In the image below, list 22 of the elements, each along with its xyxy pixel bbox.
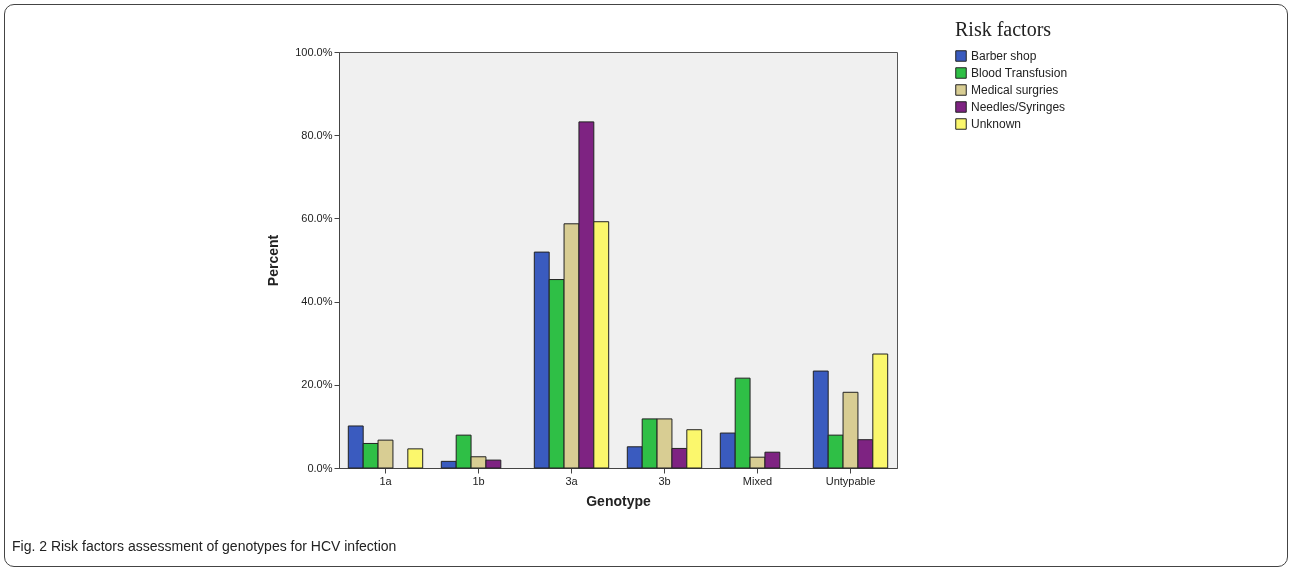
y-axis-title: Percent [265, 234, 282, 287]
legend-title: Risk factors [955, 18, 1052, 40]
caption: Fig. 2 Risk factors assessment of genotypes for HCV infection [12, 538, 397, 554]
x-tick-label: 3a [565, 474, 579, 487]
legend-label: Unknown [971, 117, 1022, 131]
bar [407, 448, 424, 469]
legend-label: Medical surgries [971, 83, 1059, 97]
y-tick-label: 60.0% [301, 211, 333, 224]
y-tick-label: 100.0% [295, 45, 333, 58]
legend-label: Barber shop [971, 49, 1037, 63]
y-tick-label: 80.0% [301, 128, 333, 141]
x-tick-label: 1b [472, 474, 485, 487]
x-tick-label: Mixed [742, 474, 773, 487]
x-tick-label: 1a [379, 474, 393, 487]
y-tick-label: 0.0% [307, 461, 333, 474]
y-tick-label: 20.0% [301, 378, 333, 391]
y-tick-label: 40.0% [301, 295, 333, 308]
legend-label: Needles/Syringes [971, 100, 1066, 114]
x-axis-title: Genotype [586, 492, 651, 509]
x-tick-label: Untypable [825, 474, 876, 487]
x-tick-label: 3b [658, 474, 671, 487]
legend-label: Blood Transfusion [971, 66, 1068, 80]
